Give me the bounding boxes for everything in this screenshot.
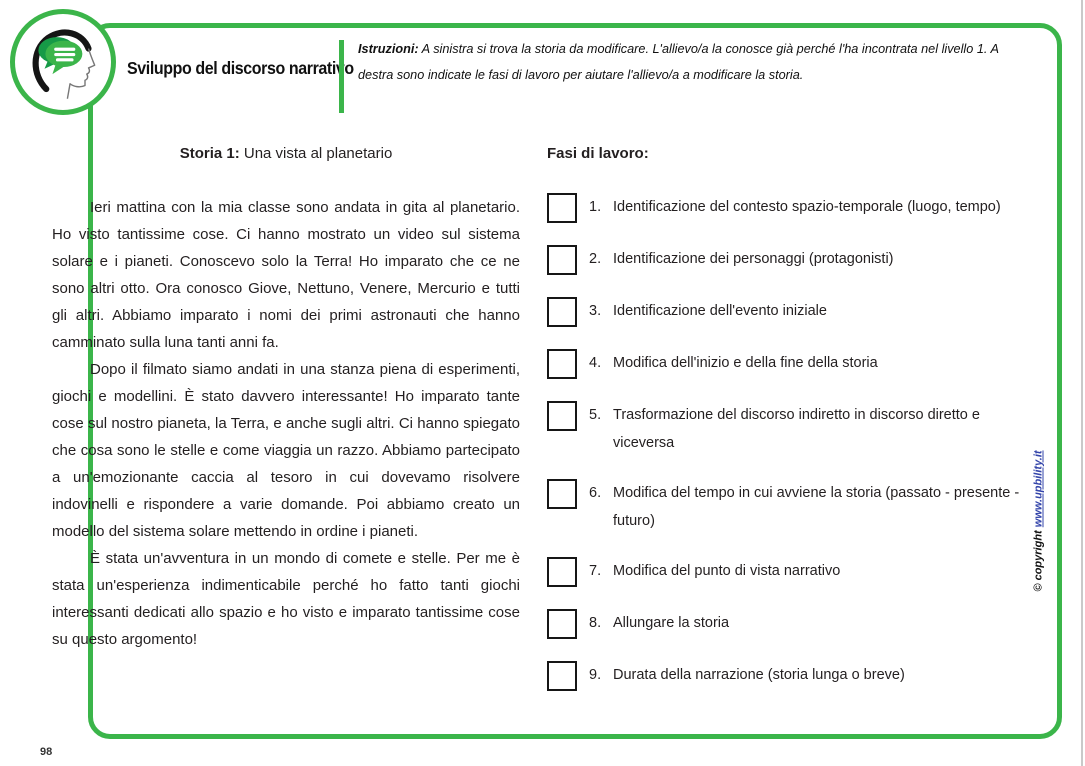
phases-heading: Fasi di lavoro: [547, 145, 649, 162]
story-paragraph: Ieri mattina con la mia classe sono anda… [52, 199, 520, 351]
story-title-label: Storia 1: [179, 145, 240, 162]
phase-item-7: 7. Modifica del punto di vista narrativo [547, 557, 1039, 587]
phase-item-1: 1. Identificazione del contesto spazio-t… [547, 193, 1039, 223]
phase-label: Durata della narrazione (storia lunga o … [613, 667, 905, 683]
phase-number: 5. [589, 407, 602, 423]
phase-checkbox-8[interactable] [547, 609, 577, 639]
phase-label: Modifica del punto di vista narrativo [613, 563, 841, 579]
phase-checkbox-5[interactable] [547, 401, 577, 431]
phase-checkbox-7[interactable] [547, 557, 577, 587]
story-column: Storia 1: Una vista al planetario Ieri m… [52, 145, 520, 653]
phase-number: 6. [589, 485, 602, 501]
phase-item-3: 3. Identificazione dell'evento iniziale [547, 297, 1039, 327]
phase-item-9: 9. Durata della narrazione (storia lunga… [547, 661, 1039, 691]
copyright-text: © copyright [1032, 527, 1045, 592]
phase-label: Allungare la storia [613, 615, 730, 631]
phase-number: 4. [589, 355, 602, 371]
story-title-text: Una vista al planetario [239, 145, 393, 162]
instructions-body: A sinistra si trova la storia da modific… [358, 42, 999, 82]
phase-label: Trasformazione del discorso indiretto in… [613, 407, 980, 451]
phase-item-2: 2. Identificazione dei personaggi (prota… [547, 245, 1039, 275]
phase-checkbox-1[interactable] [547, 193, 577, 223]
copyright-link[interactable]: www.upbility.it [1032, 450, 1045, 528]
phase-number: 3. [589, 303, 602, 319]
header-divider [339, 40, 344, 113]
phase-checkbox-6[interactable] [547, 479, 577, 509]
instructions-text: Istruzioni: A sinistra si trova la stori… [358, 36, 1036, 88]
phase-label: Modifica del tempo in cui avviene la sto… [613, 485, 1020, 529]
story-title: Storia 1: Una vista al planetario [52, 145, 520, 162]
phase-number: 1. [589, 199, 602, 215]
phase-checkbox-4[interactable] [547, 349, 577, 379]
phase-checkbox-3[interactable] [547, 297, 577, 327]
story-paragraph: È stata un'avventura in un mondo di come… [52, 550, 520, 648]
head-with-speech-bubbles-icon [19, 16, 107, 109]
phase-item-8: 8. Allungare la storia [547, 609, 1039, 639]
phase-number: 9. [589, 667, 602, 683]
phase-label: Identificazione dei personaggi (protagon… [613, 251, 894, 267]
phases-column: Fasi di lavoro: 1. Identificazione del c… [547, 145, 1039, 713]
phase-checkbox-2[interactable] [547, 245, 577, 275]
phase-item-6: 6. Modifica del tempo in cui avviene la … [547, 479, 1039, 535]
page-title: Sviluppo del discorso narrativo [127, 60, 354, 79]
phase-label: Identificazione del contesto spazio-temp… [613, 199, 1001, 215]
phase-item-5: 5. Trasformazione del discorso indiretto… [547, 401, 1039, 457]
phase-number: 8. [589, 615, 602, 631]
instructions-label: Istruzioni: [358, 42, 419, 56]
phase-number: 2. [589, 251, 602, 267]
logo [10, 9, 116, 115]
phase-number: 7. [589, 563, 602, 579]
copyright-notice: © copyright www.upbility.it [1033, 419, 1049, 624]
phase-label: Identificazione dell'evento iniziale [613, 303, 827, 319]
phase-checkbox-9[interactable] [547, 661, 577, 691]
story-paragraph: Dopo il filmato siamo andati in una stan… [52, 361, 520, 540]
page-number: 98 [40, 746, 53, 758]
phase-item-4: 4. Modifica dell'inizio e della fine del… [547, 349, 1039, 379]
page-edge-line [1081, 0, 1083, 766]
content-frame-border [88, 23, 1062, 739]
phase-label: Modifica dell'inizio e della fine della … [613, 355, 878, 371]
